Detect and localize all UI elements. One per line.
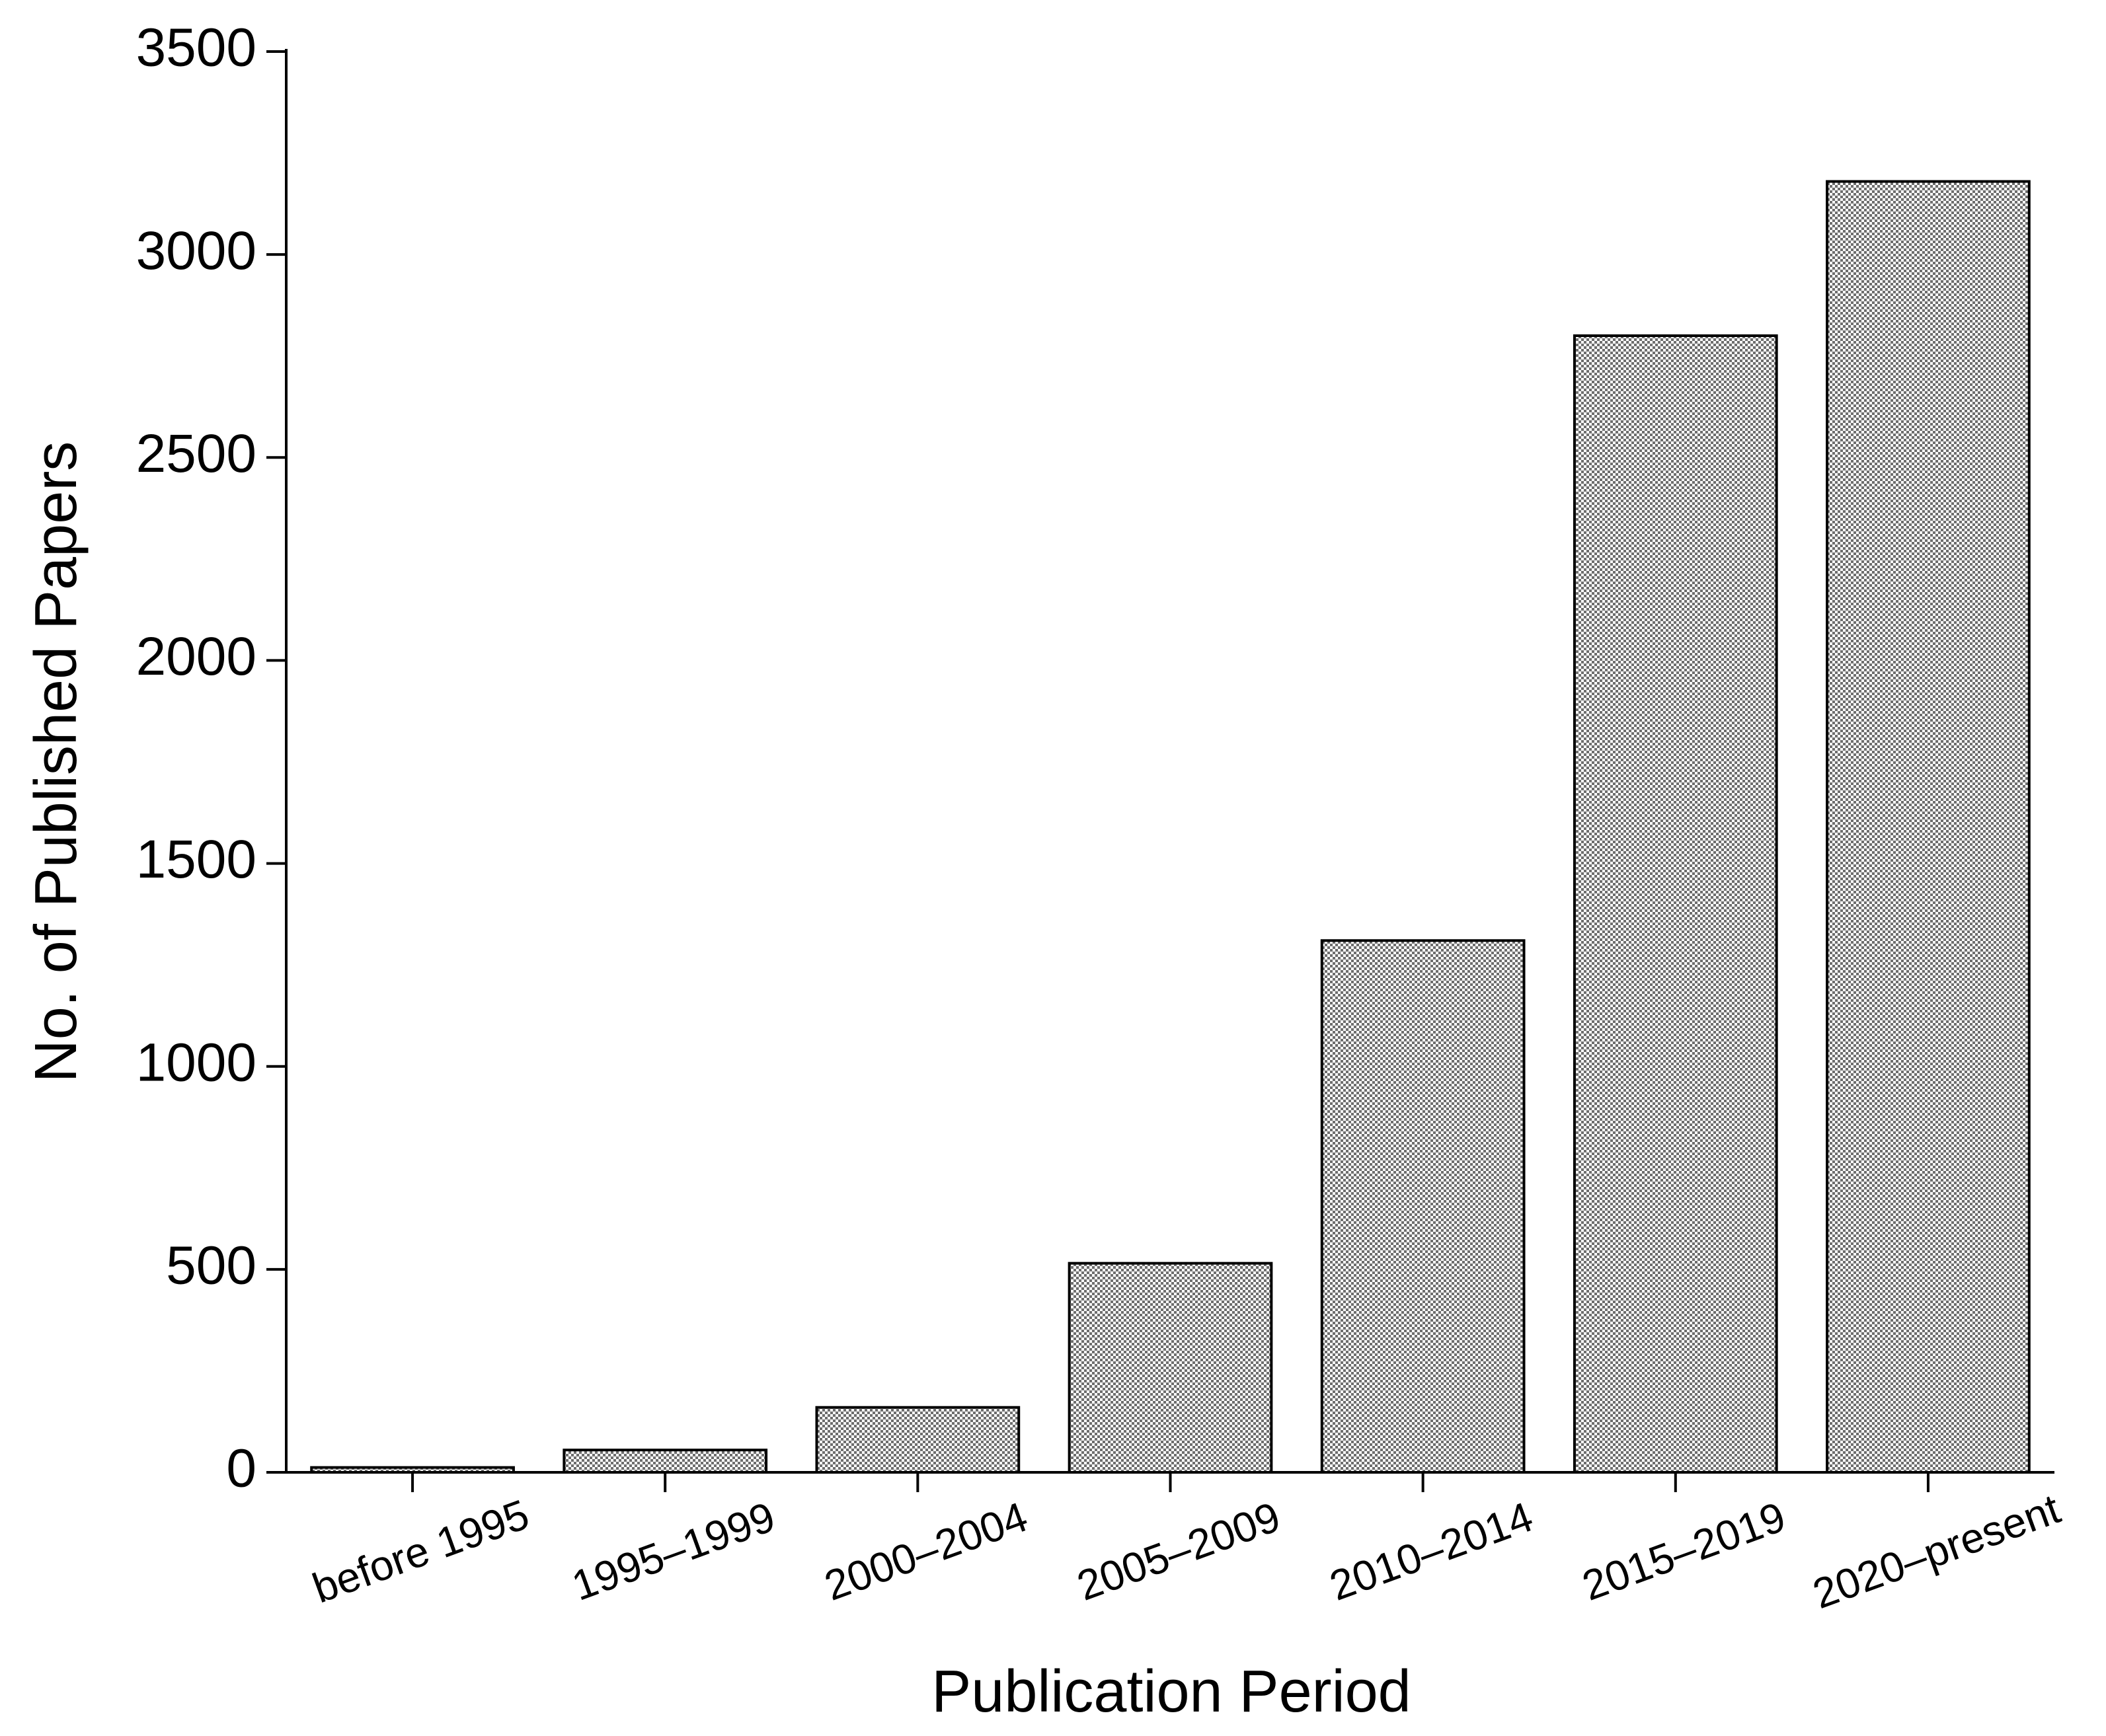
y-tick-label: 500 [166, 1236, 256, 1296]
bar [815, 1406, 1021, 1474]
y-tick-label: 2000 [136, 626, 256, 687]
x-tick-label: 2015–2019 [1576, 1493, 1791, 1610]
bar [1068, 1262, 1273, 1474]
y-tick-label: 2500 [136, 424, 256, 484]
x-axis-title: Publication Period [931, 1659, 1411, 1725]
x-tick-label: 2005–2009 [1071, 1493, 1286, 1610]
y-tick-label: 3500 [136, 18, 256, 78]
y-tick-label: 3000 [136, 221, 256, 281]
y-tick-label: 1000 [136, 1032, 256, 1092]
x-tick-label: 2000–2004 [818, 1493, 1034, 1610]
x-tick-label: 2020–present [1807, 1484, 2066, 1618]
x-tick-label: 2010–2014 [1323, 1493, 1539, 1610]
y-axis-title: No. of Published Papers [23, 441, 89, 1083]
bar [1573, 334, 1778, 1474]
y-tick-label: 0 [226, 1439, 256, 1499]
bar [1826, 180, 2031, 1474]
x-tick-label: before 1995 [307, 1490, 535, 1612]
bar [563, 1449, 768, 1474]
y-tick-label: 1500 [136, 829, 256, 889]
x-tick-label: 1995–1999 [566, 1493, 781, 1610]
bar [1320, 939, 1526, 1474]
